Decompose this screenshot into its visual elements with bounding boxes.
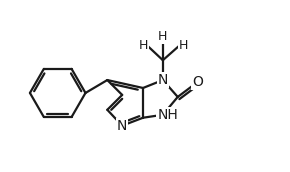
Text: O: O [192, 75, 203, 89]
Text: H: H [138, 39, 148, 52]
Text: N: N [117, 119, 127, 133]
Text: N: N [158, 73, 168, 87]
Text: H: H [158, 30, 168, 43]
Text: NH: NH [157, 108, 178, 122]
Text: H: H [179, 39, 189, 52]
